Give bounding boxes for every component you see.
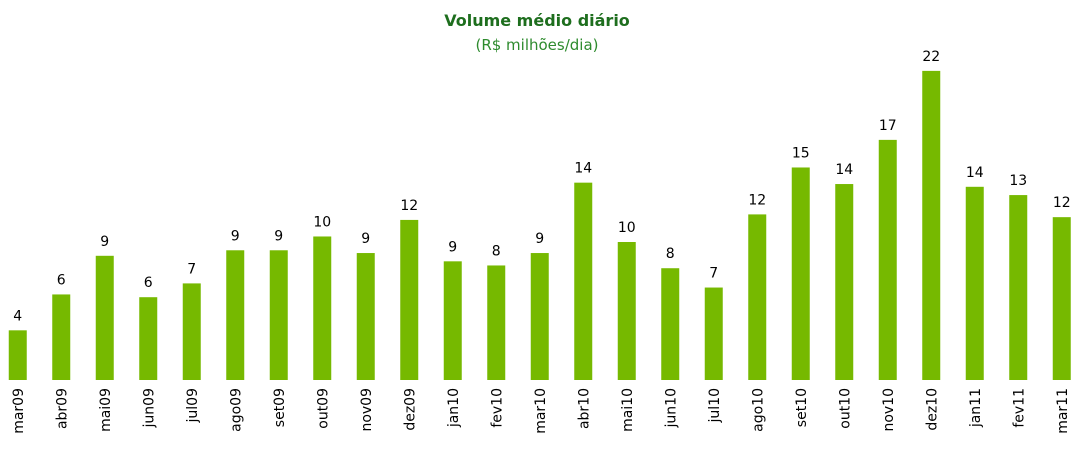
data-label: 17	[879, 118, 897, 134]
x-tick-label: mar09	[11, 388, 27, 434]
bar	[922, 70, 941, 380]
x-tick-label: mar11	[1055, 388, 1071, 434]
x-tick-label: mai09	[98, 388, 114, 432]
x-tick-label: set10	[794, 388, 810, 427]
data-label: 6	[57, 272, 66, 288]
data-label: 9	[448, 239, 457, 255]
data-label: 7	[709, 266, 718, 282]
x-tick-label: fev10	[489, 388, 505, 428]
data-label: 12	[400, 198, 418, 214]
bar	[704, 287, 723, 380]
bar	[878, 139, 897, 380]
data-label: 8	[492, 243, 501, 259]
data-label: 9	[100, 234, 109, 250]
x-tick-label: ago09	[228, 388, 244, 432]
data-label: 6	[144, 275, 153, 291]
data-label: 10	[618, 220, 636, 236]
bar	[574, 182, 593, 380]
x-tick-label: mai10	[620, 388, 636, 432]
x-tick-label: jul10	[707, 388, 723, 423]
bar	[661, 268, 680, 380]
x-tick-label: set09	[272, 388, 288, 427]
x-tick-label: jun09	[141, 388, 157, 428]
bar	[1052, 217, 1071, 380]
x-tick-label: jun10	[663, 388, 679, 428]
x-tick-label: jan10	[446, 388, 462, 428]
bar	[95, 255, 114, 380]
data-label: 22	[922, 49, 940, 65]
data-label: 9	[535, 231, 544, 247]
chart-subtitle: (R$ milhões/dia)	[475, 36, 598, 54]
bar	[226, 250, 245, 380]
bar	[182, 283, 201, 380]
x-tick-label: jul09	[185, 388, 201, 423]
x-tick-label: ago10	[750, 388, 766, 432]
x-tick-label: abr10	[576, 388, 592, 429]
bar	[269, 250, 288, 380]
bar	[356, 253, 375, 380]
x-tick-label: out09	[315, 388, 331, 429]
data-label: 12	[1053, 195, 1071, 211]
data-label: 12	[748, 192, 766, 208]
data-label: 13	[1009, 173, 1027, 189]
x-tick-label: dez09	[402, 388, 418, 431]
bar	[313, 236, 332, 380]
data-label: 9	[361, 231, 370, 247]
bar	[1009, 195, 1028, 380]
data-label: 4	[13, 308, 22, 324]
chart-title: Volume médio diário	[444, 11, 630, 30]
data-label: 9	[274, 228, 283, 244]
data-label: 10	[313, 214, 331, 230]
x-tick-label: nov09	[359, 388, 375, 432]
bar	[835, 184, 854, 380]
bar	[443, 261, 462, 380]
bar	[965, 186, 984, 380]
data-label: 15	[792, 145, 810, 161]
x-tick-label: mar10	[533, 388, 549, 434]
bar	[400, 219, 419, 380]
bar	[530, 253, 549, 380]
x-tick-label: dez10	[924, 388, 940, 431]
bar	[748, 214, 767, 380]
data-label: 8	[666, 246, 675, 262]
bar	[52, 294, 71, 380]
bar	[139, 297, 158, 380]
bar	[617, 242, 636, 380]
data-label: 7	[187, 261, 196, 277]
x-tick-label: fev11	[1011, 388, 1027, 428]
bar	[791, 167, 810, 380]
data-label: 14	[966, 165, 984, 181]
x-tick-label: abr09	[54, 388, 70, 429]
data-label: 14	[835, 162, 853, 178]
bar	[487, 265, 506, 380]
x-tick-label: jan11	[968, 388, 984, 428]
x-tick-label: out10	[837, 388, 853, 429]
bar	[8, 330, 27, 380]
data-label: 14	[574, 161, 592, 177]
data-label: 9	[231, 228, 240, 244]
x-tick-label: nov10	[881, 388, 897, 432]
